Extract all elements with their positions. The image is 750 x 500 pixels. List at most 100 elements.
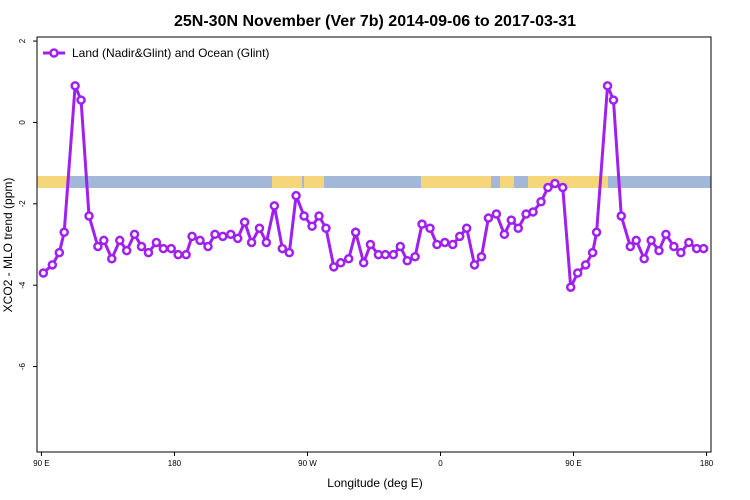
y-tick-label: 2	[18, 38, 27, 43]
ocean-strip	[37, 176, 711, 188]
data-point	[47, 260, 58, 270]
data-point	[329, 262, 339, 272]
data-point	[543, 182, 553, 193]
data-point	[350, 227, 361, 238]
data-point	[277, 243, 288, 254]
data-point	[121, 245, 132, 256]
data-point	[536, 197, 546, 207]
data-point	[454, 231, 465, 242]
data-point	[151, 237, 162, 248]
land-ocean-strip	[37, 176, 711, 188]
data-point	[587, 247, 598, 258]
data-point	[491, 209, 502, 219]
data-point	[476, 251, 487, 262]
x-tick-label: 90 E	[565, 459, 581, 468]
y-tick-label: -2	[18, 200, 27, 208]
data-point	[676, 247, 686, 258]
data-point	[654, 245, 664, 256]
data-point	[254, 223, 265, 233]
data-point	[448, 239, 458, 250]
data-point	[54, 247, 65, 258]
data-point	[70, 81, 80, 91]
data-point	[314, 211, 324, 221]
data-point	[93, 241, 103, 252]
data-point	[76, 95, 86, 105]
land-strip	[304, 176, 324, 188]
data-point	[269, 201, 280, 211]
data-point	[107, 253, 117, 264]
y-tick-label: -4	[18, 281, 27, 289]
data-point	[239, 217, 250, 227]
x-axis-label: Longitude (deg E)	[327, 476, 422, 490]
x-tick-label: 180	[700, 459, 714, 468]
y-tick-label: 0	[18, 120, 27, 125]
data-point	[246, 237, 257, 248]
data-point	[631, 235, 641, 246]
data-point	[365, 239, 376, 250]
data-point	[602, 81, 613, 91]
data-point	[565, 282, 576, 292]
data-point	[580, 260, 591, 270]
data-point	[226, 229, 236, 240]
data-point	[417, 219, 427, 229]
land-strip	[272, 176, 302, 188]
land-strip	[421, 176, 491, 188]
data-point	[284, 247, 295, 258]
data-point	[115, 235, 125, 246]
data-point	[261, 237, 272, 248]
land-strip	[37, 176, 67, 188]
data-point	[84, 211, 94, 221]
y-tick-label: -6	[18, 362, 27, 370]
plot-frame	[36, 36, 712, 453]
data-point	[483, 213, 494, 223]
data-point	[299, 211, 309, 221]
data-point	[557, 182, 568, 193]
legend-marker	[49, 48, 59, 58]
data-point	[684, 237, 694, 248]
data-point	[528, 207, 538, 217]
data-point	[136, 241, 147, 252]
data-point	[499, 229, 510, 240]
x-tick-label: 90 W	[298, 459, 317, 468]
data-point	[195, 235, 205, 246]
data-point	[410, 251, 420, 262]
data-point	[380, 249, 391, 260]
data-point	[395, 241, 406, 252]
data-point	[321, 223, 331, 233]
data-point	[99, 235, 109, 246]
data-point	[440, 237, 450, 248]
data-point	[307, 221, 317, 231]
data-point	[173, 249, 183, 260]
data-point	[187, 231, 197, 242]
y-axis-label: XCO2 - MLO trend (ppm)	[1, 178, 15, 313]
x-tick-label: 0	[438, 459, 443, 468]
data-point	[461, 223, 472, 233]
data-point	[181, 249, 191, 260]
data-point	[661, 229, 671, 240]
data-point	[343, 253, 354, 264]
data-point	[425, 223, 435, 233]
data-point	[129, 229, 140, 240]
data-point	[550, 178, 560, 189]
data-point	[232, 233, 243, 244]
data-point	[591, 227, 602, 238]
data-point	[218, 231, 228, 242]
x-tick-label: 180	[168, 459, 182, 468]
data-point	[335, 258, 346, 268]
land-strip	[528, 176, 608, 188]
data-point	[59, 227, 69, 238]
data-point	[38, 268, 49, 278]
land-strip	[500, 176, 514, 188]
x-tick-label: 90 E	[33, 459, 49, 468]
data-point	[291, 190, 301, 201]
data-point	[669, 241, 679, 252]
data-point	[646, 235, 656, 246]
data-point	[513, 223, 524, 233]
data-point	[625, 241, 636, 252]
data-point	[698, 243, 709, 254]
data-point	[572, 268, 583, 278]
data-point	[388, 249, 399, 260]
chart-title: 25N-30N November (Ver 7b) 2014-09-06 to …	[174, 13, 576, 30]
data-point	[143, 247, 154, 258]
